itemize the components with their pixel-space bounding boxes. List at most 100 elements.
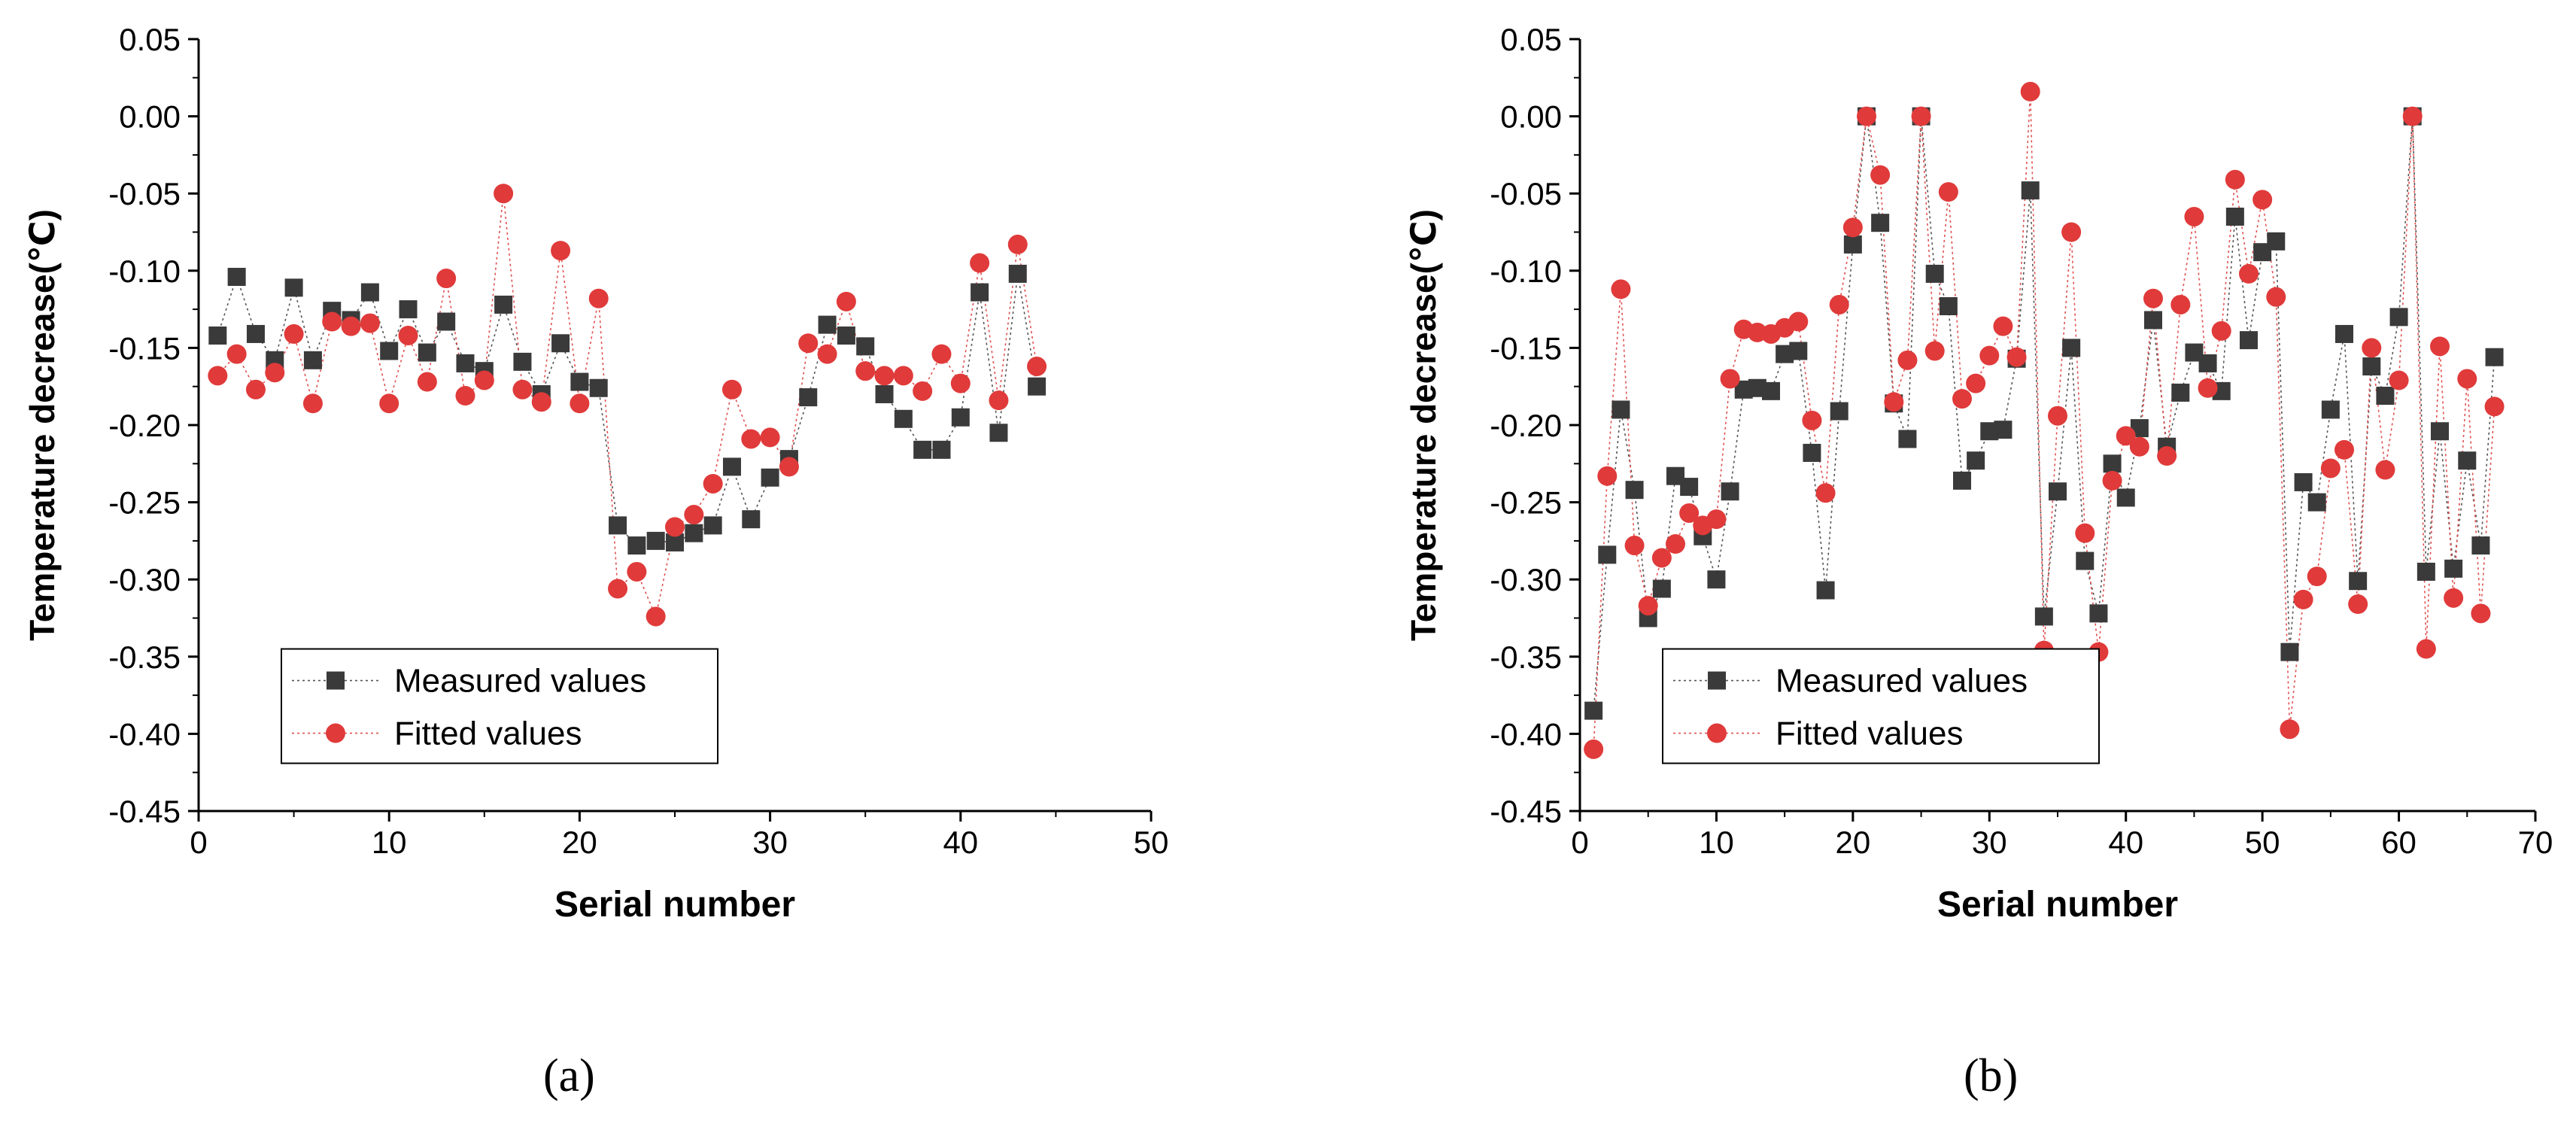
data-point-measured (913, 440, 932, 459)
data-point-fitted (265, 363, 285, 383)
x-tick-label: 40 (2108, 825, 2143, 860)
data-point-fitted (2375, 460, 2395, 480)
data-point-fitted (798, 333, 819, 354)
data-point-fitted (684, 505, 704, 525)
data-point-fitted (703, 473, 723, 494)
series-line-measured (217, 273, 1037, 546)
data-point-fitted (2075, 523, 2095, 543)
data-point-measured (799, 388, 818, 407)
data-point-fitted (512, 379, 533, 399)
data-point-fitted (874, 366, 895, 386)
x-axis-title: Serial number (1937, 885, 2178, 925)
data-point-measured (2431, 422, 2449, 441)
data-point-fitted (741, 429, 761, 449)
x-tick-label: 30 (1972, 825, 2007, 860)
data-point-fitted (379, 393, 399, 414)
data-point-fitted (2348, 594, 2368, 615)
data-point-measured (703, 516, 722, 535)
data-point-measured (2225, 207, 2244, 226)
x-tick-label: 30 (752, 825, 788, 860)
data-point-fitted (2280, 719, 2300, 740)
data-point-fitted (1815, 483, 1836, 503)
x-tick-label: 50 (2245, 825, 2280, 860)
data-point-measured (627, 536, 646, 555)
data-point-fitted (1788, 311, 1809, 332)
data-point-measured (1939, 296, 1958, 315)
data-point-measured (589, 378, 608, 397)
data-point-fitted (817, 344, 837, 364)
chart-panel-a: 0.05 0.00 -0.05 -0.10 -0.15 -0.20 -0.25 -0.30 -0… (23, 22, 1168, 925)
legend-box (281, 648, 718, 764)
y-tick-label: -0.45 (108, 794, 181, 829)
data-point-fitted (1666, 534, 1685, 554)
data-point-measured (2171, 383, 2190, 402)
data-point-measured (856, 337, 875, 356)
data-point-fitted (226, 344, 247, 364)
y-tick-label: -0.20 (108, 408, 181, 443)
data-point-fitted (455, 386, 475, 406)
data-point-fitted (398, 325, 418, 345)
data-point-measured (2240, 331, 2258, 350)
data-point-measured (989, 424, 1008, 442)
legend-label: Fitted values (394, 715, 582, 752)
data-point-fitted (1624, 536, 1645, 556)
x-tick-label: 40 (943, 825, 978, 860)
y-axis-title: Temperature decrease(℃) (23, 209, 62, 641)
data-point-measured (818, 315, 837, 334)
data-point-fitted (989, 390, 1009, 411)
data-point-measured (2021, 181, 2040, 200)
data-point-fitted (1884, 392, 1904, 412)
y-tick-label: -0.05 (108, 176, 181, 211)
data-point-fitted (2157, 446, 2177, 466)
data-point-fitted (322, 311, 342, 332)
data-point-fitted (2061, 222, 2082, 242)
data-point-fitted (1857, 106, 1876, 126)
y-tick-label: -0.25 (1490, 485, 1562, 521)
legend-marker-square (327, 671, 345, 690)
data-point-fitted (1611, 279, 1631, 299)
y-tick-label: -0.35 (1490, 639, 1562, 675)
data-point-measured (303, 351, 322, 369)
legend-marker-square (1708, 671, 1726, 690)
data-point-measured (2034, 607, 2053, 626)
data-point-measured (418, 343, 436, 362)
data-point-measured (1598, 545, 1617, 564)
data-point-fitted (1802, 410, 1822, 430)
data-point-measured (284, 278, 303, 297)
data-point-fitted (1938, 182, 1958, 202)
legend-label: Fitted values (1776, 715, 1963, 752)
data-point-measured (875, 384, 894, 403)
data-point-measured (2458, 451, 2477, 470)
data-point-fitted (2416, 639, 2436, 659)
y-tick-label: 0.00 (1500, 99, 1562, 135)
legend-box (1662, 648, 2100, 764)
data-point-fitted (2020, 81, 2040, 102)
data-point-measured (1830, 402, 1848, 421)
data-point-measured (1584, 701, 1603, 720)
data-point-measured (2307, 493, 2326, 512)
data-point-measured (971, 283, 989, 302)
data-point-measured (1762, 381, 1780, 400)
data-point-measured (2049, 482, 2067, 501)
data-point-measured (1789, 342, 1808, 360)
y-tick-label: -0.45 (1490, 794, 1562, 829)
data-point-fitted (2444, 588, 2464, 608)
data-point-measured (1625, 481, 1644, 500)
data-point-fitted (2293, 589, 2313, 609)
data-point-fitted (551, 241, 571, 261)
data-point-measured (399, 300, 418, 319)
data-point-measured (2485, 348, 2504, 366)
data-point-measured (456, 354, 475, 372)
data-point-fitted (1706, 509, 1727, 530)
data-point-measured (2417, 562, 2435, 581)
data-point-fitted (2402, 106, 2423, 126)
data-point-measured (1028, 377, 1046, 396)
data-point-fitted (2143, 288, 2163, 308)
data-point-fitted (2239, 263, 2259, 284)
data-point-fitted (1584, 739, 1604, 759)
data-point-measured (609, 516, 627, 535)
panel-label-b: (b) (1964, 1050, 2019, 1101)
data-point-fitted (2252, 190, 2273, 210)
data-point-measured (2444, 559, 2463, 578)
data-point-measured (360, 283, 379, 302)
